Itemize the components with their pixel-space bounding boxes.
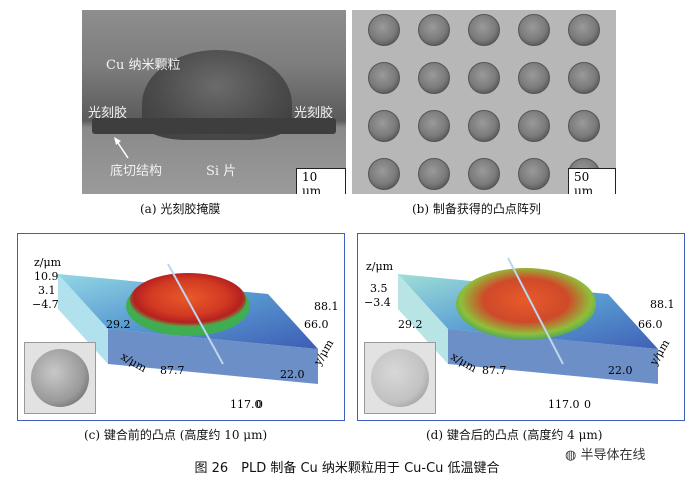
y-tick-1: 88.1 — [314, 300, 339, 313]
cu-bump — [468, 158, 500, 190]
cu-bump — [418, 110, 450, 142]
caption-d: (d) 键合后的凸点 (高度约 4 μm) — [426, 428, 603, 442]
sem-image-bump-array: 50 μm — [352, 10, 616, 194]
panel-c-3d-profile: z/μm 10.9 3.1 −4.7 29.2 x/μm 87.7 117.0 … — [17, 233, 345, 421]
z-tick-2: 3.1 — [38, 284, 56, 297]
scale-bar-50um: 50 μm — [568, 168, 616, 194]
z-tick-3: −4.7 — [32, 298, 59, 311]
cu-bump — [568, 14, 600, 46]
y-tick-2: 66.0 — [638, 318, 663, 331]
x-tick-1: 29.2 — [398, 318, 423, 331]
caption-b: (b) 制备获得的凸点阵列 — [412, 202, 541, 216]
cu-bump — [368, 158, 400, 190]
x-tick-3: 117.0 — [548, 398, 580, 411]
x-tick-2: 87.7 — [160, 364, 185, 377]
z-axis-title: z/μm — [366, 260, 394, 273]
y-tick-1: 88.1 — [650, 298, 675, 311]
cu-bump — [468, 110, 500, 142]
surface-plot-before-bonding — [58, 263, 318, 384]
inset-sem-before — [24, 342, 96, 414]
watermark: ◍ 半导体在线 — [565, 444, 646, 463]
y-tick-2: 66.0 — [304, 318, 329, 331]
label-photoresist-left: 光刻胶 — [88, 106, 128, 121]
z-axis-title: z/μm — [34, 256, 62, 269]
x-tick-3: 117.0 — [230, 398, 262, 411]
y-tick-3: 22.0 — [280, 368, 305, 381]
photoresist-ledge — [92, 118, 336, 134]
surface-plot-after-bonding — [398, 257, 658, 384]
cu-bump — [418, 62, 450, 94]
z-tick-1: 3.5 — [370, 282, 388, 295]
y-tick-3: 22.0 — [608, 364, 633, 377]
label-photoresist-right: 光刻胶 — [294, 106, 334, 121]
cu-bump — [568, 110, 600, 142]
cu-bump — [518, 14, 550, 46]
x-tick-1: 29.2 — [106, 318, 131, 331]
cu-bump — [568, 62, 600, 94]
cu-bump — [518, 110, 550, 142]
z-tick-2: −3.4 — [364, 296, 391, 309]
wechat-icon: ◍ — [565, 448, 581, 463]
arrow-icon — [114, 137, 129, 159]
scale-bar-10um: 10 μm — [296, 168, 346, 194]
inset-sem-after — [364, 342, 436, 414]
cu-bump — [468, 62, 500, 94]
z-tick-1: 10.9 — [34, 270, 59, 283]
watermark-text: 半导体在线 — [580, 448, 646, 463]
cu-bump — [518, 62, 550, 94]
sem-image-photoresist-mask: Cu 纳米颗粒 光刻胶 光刻胶 底切结构 Si 片 10 μm — [82, 10, 346, 194]
cu-bump — [518, 158, 550, 190]
label-si-wafer: Si 片 — [206, 164, 237, 179]
y-tick-4: 0 — [584, 398, 591, 411]
panel-d-3d-profile: z/μm 3.5 −3.4 29.2 x/μm 87.7 117.0 88.1 … — [357, 233, 685, 421]
figure-title: 图 26 PLD 制备 Cu 纳米颗粒用于 Cu-Cu 低温键合 — [194, 461, 500, 476]
x-tick-2: 87.7 — [482, 364, 507, 377]
cu-bump — [468, 14, 500, 46]
cu-bump — [368, 110, 400, 142]
caption-a: (a) 光刻胶掩膜 — [140, 202, 221, 216]
cu-bump — [418, 14, 450, 46]
label-undercut: 底切结构 — [110, 164, 163, 179]
y-tick-4: 0 — [256, 398, 263, 411]
label-cu-nanoparticles: Cu 纳米颗粒 — [106, 58, 181, 73]
cu-bump — [418, 158, 450, 190]
cu-bump — [368, 14, 400, 46]
caption-c: (c) 键合前的凸点 (高度约 10 μm) — [84, 428, 268, 442]
cu-bump — [368, 62, 400, 94]
